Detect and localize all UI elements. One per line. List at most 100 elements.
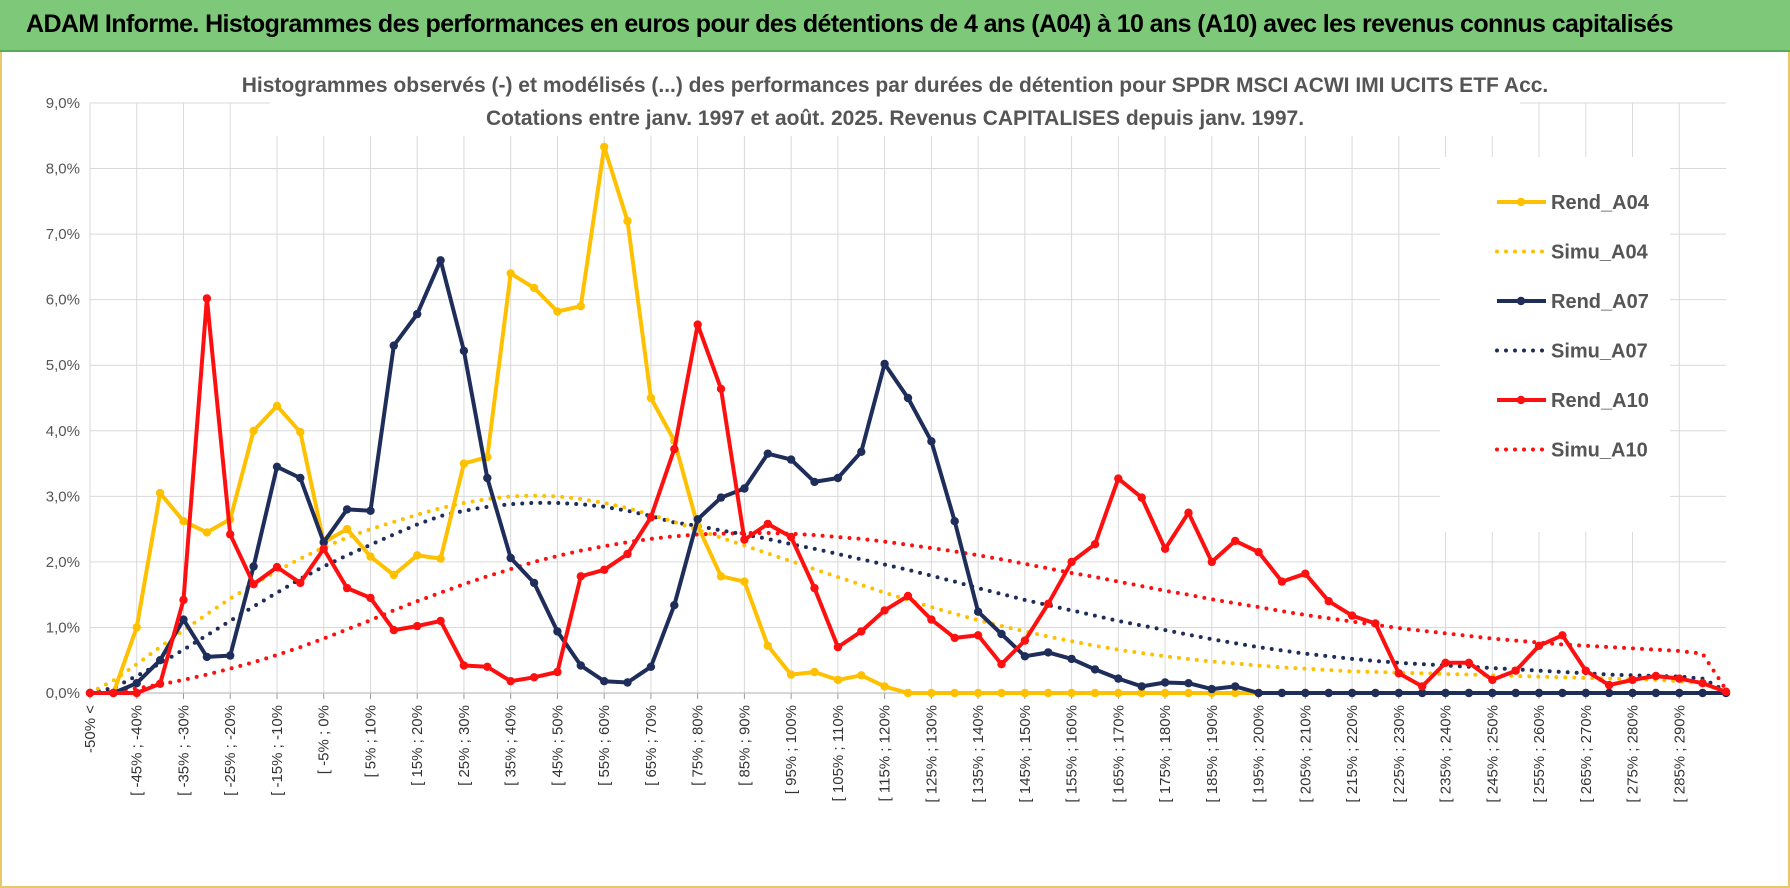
legend-marker [1516,296,1526,306]
data-point [1604,688,1614,698]
data-point [202,294,212,303]
x-tick-label: [ 85% ; 90% [736,705,753,786]
x-tick-label: [ 205% ; 210% [1297,705,1314,803]
legend-item-simu-a04: Simu_A04 [1495,242,1649,264]
data-point [646,513,656,522]
chart-series [85,142,1731,698]
data-point [950,633,959,643]
data-point [576,572,585,581]
data-point [1371,688,1380,698]
data-point [1020,652,1030,661]
data-point [973,688,983,698]
data-point [950,688,959,698]
data-point [179,615,188,624]
x-tick-label: [ 95% ; 100% [783,705,800,794]
data-point [763,641,772,650]
x-tick-label: [ 175% ; 180% [1157,705,1174,803]
data-point [249,562,258,571]
data-point [646,662,656,671]
data-point [436,256,445,265]
data-point [1020,636,1030,645]
y-tick-label: 9,0% [46,95,80,112]
data-point [997,660,1006,669]
report-banner: ADAM Informe. Histogrammes des performan… [0,0,1790,52]
data-point [226,651,235,660]
legend-label: Simu_A10 [1551,440,1648,462]
data-point [600,677,609,686]
legend-background [1440,157,1670,532]
data-point [786,532,796,542]
data-point [1464,658,1474,667]
data-point [1581,666,1591,675]
x-tick-label: [ 5% ; 10% [362,705,379,778]
x-tick-label: [ 185% ; 190% [1204,705,1221,803]
data-point [1628,675,1637,685]
x-tick-label: [ -25% ; -20% [222,705,239,796]
data-point [249,426,258,435]
x-tick-label: [ 275% ; 280% [1625,705,1642,803]
data-point [529,673,539,682]
data-point [1184,688,1193,698]
data-point [646,393,656,403]
data-point [155,488,165,498]
data-point [1231,682,1240,691]
data-point [786,455,796,464]
data-point [1044,648,1053,657]
data-point [1418,688,1427,698]
data-point [810,583,819,593]
data-point [973,607,983,616]
x-tick-label: [ 15% ; 20% [409,705,426,786]
y-tick-label: 0,0% [46,685,80,702]
data-point [1675,674,1684,683]
data-point [716,572,726,581]
data-point [319,538,328,547]
x-tick-label: [ 55% ; 60% [596,705,613,786]
legend-label: Simu_A04 [1551,242,1649,264]
data-point [529,283,539,293]
data-point [296,427,305,437]
data-point [833,473,843,483]
data-point [1160,544,1170,553]
data-point [740,484,749,493]
data-point [880,606,889,615]
legend-item-rend-a07: Rend_A07 [1497,291,1649,313]
data-point [459,661,469,670]
x-tick-label: [ -35% ; -30% [175,705,192,796]
y-tick-label: 3,0% [46,488,80,505]
data-point [1184,508,1193,517]
data-point [413,621,422,631]
data-point [483,662,492,671]
data-point [1067,654,1076,664]
legend-item-rend-a04: Rend_A04 [1497,192,1650,214]
legend-label: Rend_A07 [1551,291,1649,313]
chart-title-background [270,66,1520,136]
data-point [927,688,936,698]
data-point [1651,671,1661,681]
data-point [1394,669,1404,678]
data-point [506,677,515,686]
data-point [413,551,422,560]
data-point [1137,688,1146,698]
histogram-chart: 0,0% 1,0% 2,0% 3,0% 4,0% 5,0% 6,0% 7,0% 8,0% 9,0%… [46,66,1731,803]
x-tick-label: [ 125% ; 130% [923,705,940,803]
x-tick-label: [ 115% ; 120% [877,705,894,801]
data-point [576,661,585,670]
data-point [413,309,422,319]
data-point [1067,557,1076,567]
data-point [1137,682,1146,691]
y-tick-label: 1,0% [46,619,80,636]
data-point [553,667,562,677]
data-point [763,519,772,529]
data-point [342,505,352,514]
data-point [1184,679,1193,688]
data-point [1067,688,1076,698]
data-point [1254,688,1263,698]
x-tick-label: [ 25% ; 30% [456,705,473,786]
x-tick-label: [ 135% ; 140% [970,705,987,803]
data-point [1160,678,1170,687]
data-point [389,570,398,580]
legend-item-simu-a07: Simu_A07 [1495,341,1648,363]
data-point [483,473,492,483]
data-point [553,307,562,316]
data-point [1044,599,1053,608]
